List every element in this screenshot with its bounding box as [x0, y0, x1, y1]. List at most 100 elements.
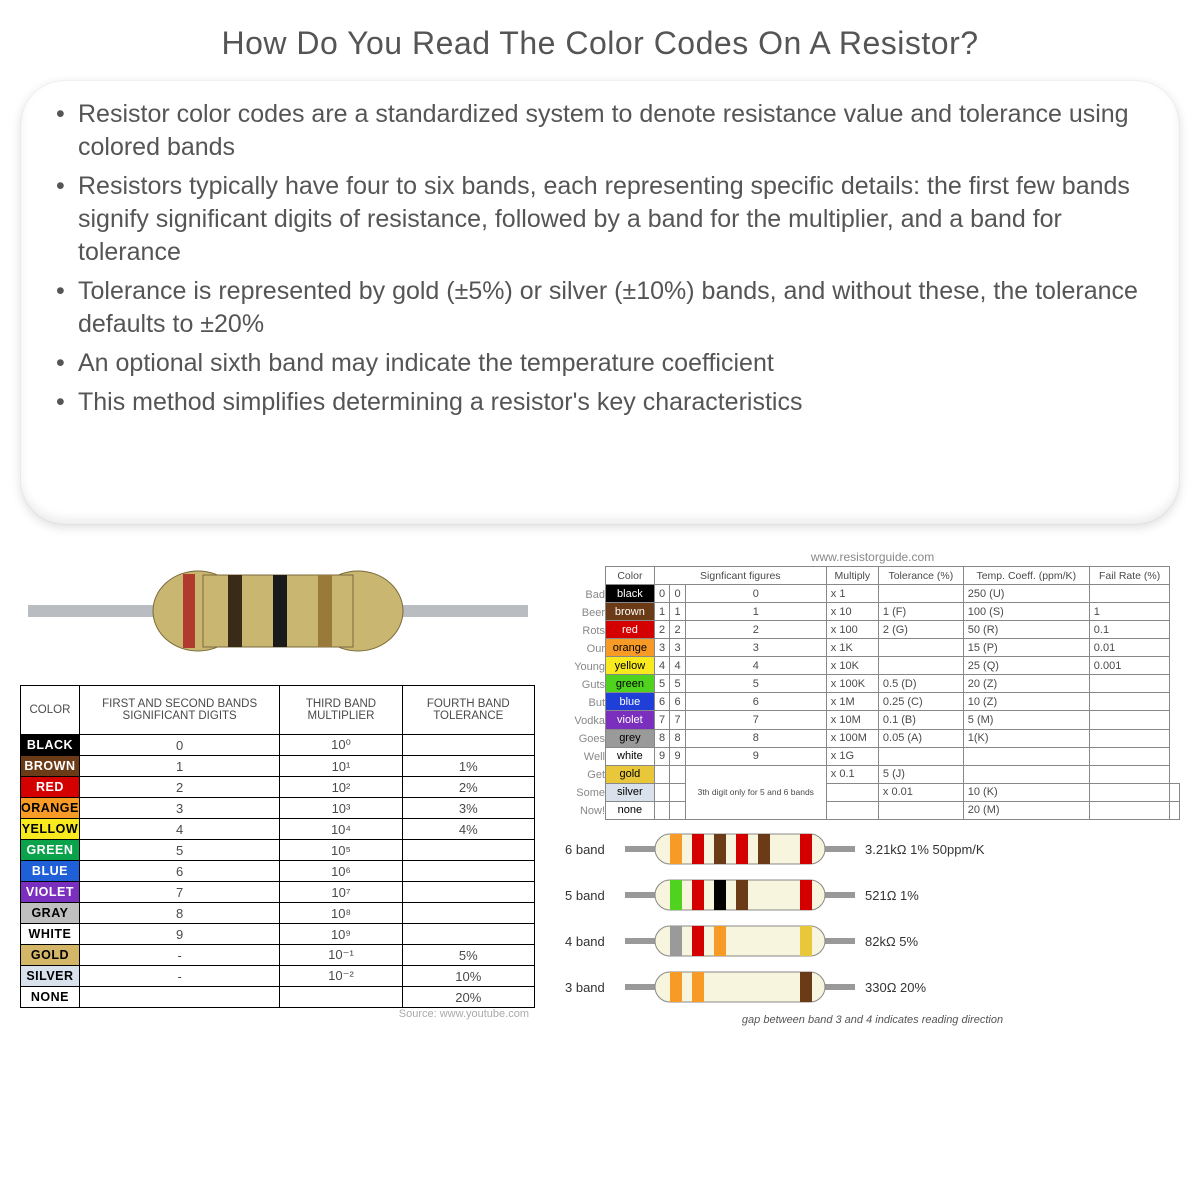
value-cell: 25 (Q) — [963, 657, 1089, 675]
color-cell: RED — [21, 777, 80, 798]
table-row: orange333x 1K15 (P)0.01 — [606, 639, 1180, 657]
value-cell — [402, 903, 534, 924]
sig-cell: 9 — [685, 747, 826, 765]
value-cell: 10 (Z) — [963, 693, 1089, 711]
value-cell: 0.1 — [1089, 621, 1170, 639]
sig-cell: 6 — [654, 693, 670, 711]
sig-cell — [670, 801, 686, 819]
value-cell: 5% — [402, 945, 534, 966]
table-row: SILVER-10⁻²10% — [21, 966, 535, 987]
sig-cell — [654, 801, 670, 819]
table-row: black000x 1250 (U) — [606, 585, 1180, 603]
table-row: GRAY810⁸ — [21, 903, 535, 924]
sig-cell: 6 — [685, 693, 826, 711]
table-row: ORANGE310³3% — [21, 798, 535, 819]
value-cell: 1% — [402, 756, 534, 777]
value-cell — [878, 801, 963, 819]
sig-cell — [670, 765, 686, 783]
table-row: violet777x 10M0.1 (B)5 (M) — [606, 711, 1180, 729]
value-cell: 100 (S) — [963, 603, 1089, 621]
color-cell: white — [606, 747, 655, 765]
example-row: 4 band82kΩ 5% — [565, 920, 1180, 962]
sig-cell: 5 — [685, 675, 826, 693]
color-cell: GREEN — [21, 840, 80, 861]
value-cell: 10⁵ — [280, 840, 402, 861]
col-color: COLOR — [21, 686, 80, 735]
color-cell: green — [606, 675, 655, 693]
mnemonic-word: Young — [565, 658, 605, 676]
sig-cell: 4 — [670, 657, 686, 675]
table-row: YELLOW410⁴4% — [21, 819, 535, 840]
value-cell: 1(K) — [963, 729, 1089, 747]
table-row: BLACK010⁰ — [21, 735, 535, 756]
hdr-tc: Temp. Coeff. (ppm/K) — [963, 567, 1089, 585]
value-cell: - — [79, 945, 280, 966]
color-cell: SILVER — [21, 966, 80, 987]
color-cell: grey — [606, 729, 655, 747]
value-cell: 0.001 — [1089, 657, 1170, 675]
value-cell — [402, 840, 534, 861]
value-cell — [1089, 711, 1170, 729]
table-row: brown111x 101 (F)100 (S)1 — [606, 603, 1180, 621]
value-cell: 10⁻¹ — [280, 945, 402, 966]
value-cell — [1170, 801, 1180, 819]
sig-cell: 6 — [670, 693, 686, 711]
color-cell: gold — [606, 765, 655, 783]
sig-cell: 7 — [654, 711, 670, 729]
value-cell — [79, 987, 280, 1008]
example-value: 521Ω 1% — [865, 888, 919, 903]
value-cell — [402, 924, 534, 945]
hdr-sig: Signficant figures — [654, 567, 826, 585]
sig-cell: 0 — [654, 585, 670, 603]
value-cell — [878, 585, 963, 603]
sig-cell: 2 — [670, 621, 686, 639]
value-cell: 6 — [79, 861, 280, 882]
value-cell — [1089, 675, 1170, 693]
bullet-item: Resistors typically have four to six ban… — [50, 170, 1150, 269]
value-cell: 4 — [79, 819, 280, 840]
value-cell: x 0.1 — [826, 765, 878, 783]
gap-note: gap between band 3 and 4 indicates readi… — [565, 1014, 1180, 1026]
source-label: Source: www.youtube.com — [20, 1008, 535, 1020]
value-cell: 7 — [79, 882, 280, 903]
mnemonic-word: Some — [565, 784, 605, 802]
table-row: BROWN110¹1% — [21, 756, 535, 777]
value-cell: 10 (K) — [963, 783, 1089, 801]
bullet-list: Resistor color codes are a standardized … — [50, 98, 1150, 419]
color-cell: NONE — [21, 987, 80, 1008]
value-cell: x 0.01 — [878, 783, 963, 801]
color-cell: violet — [606, 711, 655, 729]
sig-cell: 3 — [670, 639, 686, 657]
value-cell — [1089, 783, 1170, 801]
value-cell: 0.25 (C) — [878, 693, 963, 711]
sig-cell: 1 — [654, 603, 670, 621]
example-value: 330Ω 20% — [865, 980, 926, 995]
value-cell: 0.1 (B) — [878, 711, 963, 729]
color-cell: YELLOW — [21, 819, 80, 840]
value-cell: x 1 — [826, 585, 878, 603]
mnemonic-word: Bad — [565, 586, 605, 604]
table-row: red222x 1002 (G)50 (R)0.1 — [606, 621, 1180, 639]
value-cell — [1170, 783, 1180, 801]
value-cell: 1 — [79, 756, 280, 777]
value-cell: x 10M — [826, 711, 878, 729]
color-cell: BLUE — [21, 861, 80, 882]
summary-card: Resistor color codes are a standardized … — [20, 80, 1180, 525]
example-row: 6 band3.21kΩ 1% 50ppm/K — [565, 828, 1180, 870]
sig-cell: 5 — [654, 675, 670, 693]
col-digits: FIRST AND SECOND BANDS SIGNIFICANT DIGIT… — [79, 686, 280, 735]
color-cell: none — [606, 801, 655, 819]
example-label: 4 band — [565, 934, 625, 949]
value-cell: 0 — [79, 735, 280, 756]
value-cell — [878, 747, 963, 765]
bullet-item: Tolerance is represented by gold (±5%) o… — [50, 275, 1150, 341]
mnemonic-word: But — [565, 694, 605, 712]
value-cell: 10⁴ — [280, 819, 402, 840]
sig-cell — [654, 783, 670, 801]
resistor-illustration — [28, 550, 528, 670]
table-row: RED210²2% — [21, 777, 535, 798]
sig-cell: 8 — [670, 729, 686, 747]
sig-cell: 7 — [685, 711, 826, 729]
sig-cell — [826, 783, 878, 801]
value-cell — [963, 765, 1089, 783]
